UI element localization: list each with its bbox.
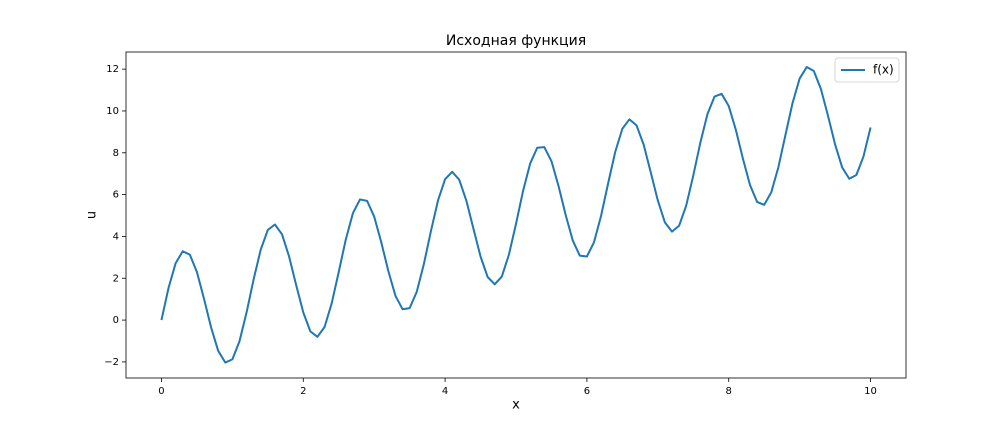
y-tick-label: 12 — [106, 64, 119, 75]
y-tick-label: −2 — [104, 357, 119, 368]
x-tick-label: 8 — [726, 386, 732, 397]
y-tick-label: 6 — [113, 190, 119, 201]
y-axis-label: u — [85, 211, 100, 219]
x-tick-label: 2 — [300, 386, 306, 397]
y-tick-label: 4 — [113, 231, 119, 242]
legend-box — [834, 57, 900, 83]
x-tick-label: 10 — [864, 386, 877, 397]
plot-frame — [125, 51, 907, 379]
y-tick-label: 8 — [113, 148, 119, 159]
legend-label: f(x) — [873, 63, 894, 77]
x-axis-label: x — [512, 398, 520, 413]
x-tick-label: 6 — [584, 386, 590, 397]
y-tick-label: 10 — [106, 106, 119, 117]
chart-title: Исходная функция — [446, 33, 586, 49]
y-tick-label: 2 — [113, 273, 119, 284]
x-tick-label: 0 — [158, 386, 164, 397]
line-series — [160, 66, 872, 364]
y-tick-label: 0 — [113, 315, 119, 326]
x-tick-label: 4 — [442, 386, 448, 397]
